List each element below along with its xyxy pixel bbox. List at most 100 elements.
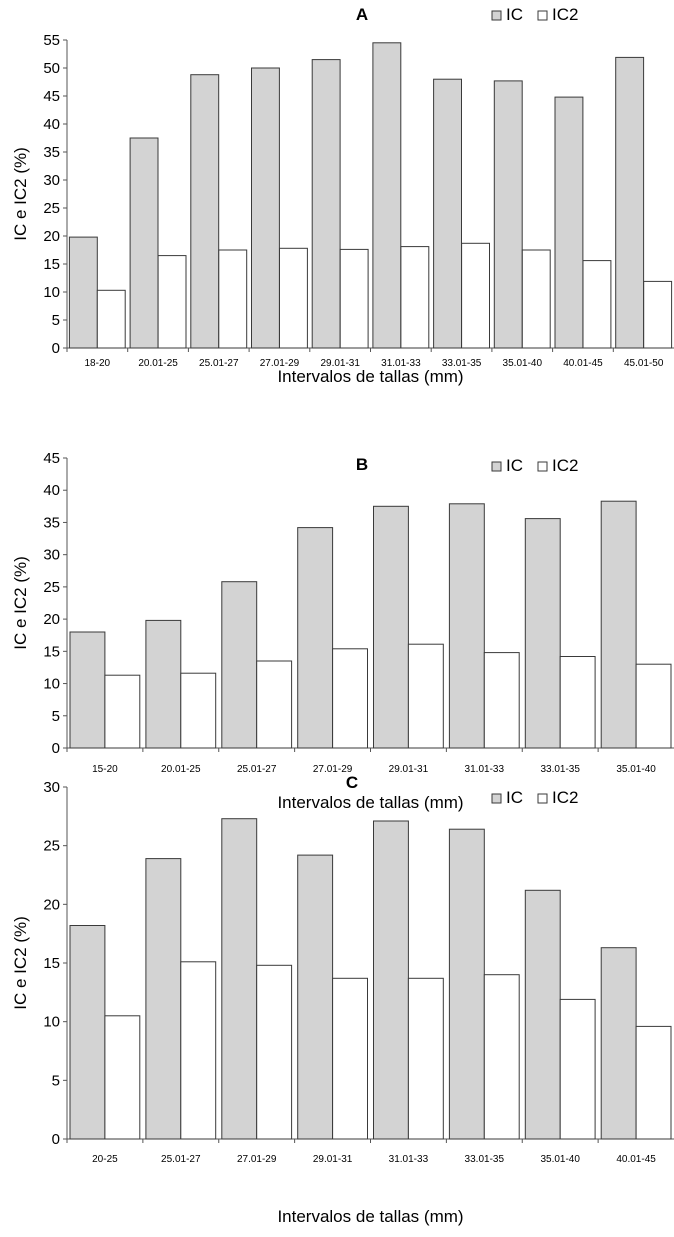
panel-title: A [356, 5, 368, 24]
x-tick-label: 33.01-35 [465, 1154, 505, 1165]
panel-title: C [346, 773, 358, 792]
x-tick-label: 35.01-40 [616, 764, 656, 775]
x-tick-label: 15-20 [92, 764, 118, 775]
x-tick-label: 33.01-35 [442, 358, 482, 369]
y-tick-label: 35 [43, 514, 60, 531]
x-tick-label: 29.01-31 [313, 1154, 353, 1165]
y-tick-label: 15 [43, 256, 60, 273]
x-tick-label: 31.01-33 [465, 764, 505, 775]
x-tick-label: 27.01-29 [237, 1154, 277, 1165]
bar-ic2-20-25 [104, 1015, 141, 1140]
x-tick-label: 18-20 [85, 358, 111, 369]
y-tick-label: 15 [43, 955, 60, 972]
bar-ic-40.01-45 [600, 947, 637, 1140]
legend-label-ic2: IC2 [552, 456, 578, 475]
bar-ic-33.01-35 [448, 828, 485, 1140]
bar-ic-20.01-25 [145, 619, 182, 749]
bar-ic-29.01-31 [373, 505, 409, 749]
bar-ic-35.01-40 [524, 889, 561, 1140]
bar-ic2-15-20 [104, 674, 141, 749]
bar-ic2-25.01-27 [256, 660, 293, 749]
bar-ic-31.01-33 [448, 503, 485, 749]
bar-ic2-27.01-29 [256, 964, 293, 1140]
y-tick-label: 5 [52, 312, 60, 329]
bar-ic2-27.01-29 [332, 648, 369, 749]
bar-ic-25.01-27 [190, 74, 220, 349]
x-tick-label: 29.01-31 [320, 358, 360, 369]
y-axis-title: IC e IC2 (%) [11, 556, 30, 650]
y-tick-label: 15 [43, 643, 60, 660]
legend-swatch-ic [491, 461, 502, 472]
bar-ic2-35.01-40 [559, 998, 596, 1140]
legend-label-ic: IC [506, 788, 523, 807]
x-tick-label: 25.01-27 [161, 1154, 201, 1165]
bar-ic-31.01-33 [372, 42, 402, 349]
y-tick-label: 0 [52, 740, 60, 757]
bar-ic2-18-20 [96, 289, 126, 349]
y-tick-label: 25 [43, 579, 60, 596]
y-tick-label: 55 [43, 32, 60, 49]
y-tick-label: 30 [43, 172, 60, 189]
bar-ic2-33.01-35 [559, 656, 596, 749]
bar-ic-31.01-33 [373, 820, 409, 1140]
y-tick-label: 5 [52, 1072, 60, 1089]
bar-ic-25.01-27 [221, 581, 258, 749]
y-tick-label: 20 [43, 896, 60, 913]
bar-ic2-45.01-50 [643, 280, 673, 349]
panel-title: B [356, 455, 368, 474]
bar-ic2-31.01-33 [483, 652, 520, 749]
y-tick-label: 45 [43, 88, 60, 105]
bar-ic-27.01-29 [251, 67, 280, 349]
legend-swatch-ic2 [537, 793, 548, 804]
bar-ic-29.01-31 [297, 854, 334, 1140]
legend-swatch-ic2 [537, 461, 548, 472]
x-tick-label: 40.01-45 [616, 1154, 656, 1165]
legend-label-ic2: IC2 [552, 5, 578, 24]
y-tick-label: 10 [43, 1014, 60, 1031]
x-tick-label: 40.01-45 [563, 358, 603, 369]
x-tick-label: 35.01-40 [503, 358, 543, 369]
y-tick-label: 30 [43, 779, 60, 796]
bar-ic-35.01-40 [493, 80, 523, 349]
legend-swatch-ic2 [537, 10, 548, 21]
bar-ic2-35.01-40 [521, 249, 551, 349]
bar-ic2-31.01-33 [400, 246, 430, 349]
y-tick-label: 50 [43, 60, 60, 77]
x-tick-label: 25.01-27 [237, 764, 277, 775]
bar-ic-35.01-40 [600, 500, 637, 749]
x-tick-label: 20.01-25 [138, 358, 178, 369]
x-tick-label: 45.01-50 [624, 358, 664, 369]
y-tick-label: 25 [43, 200, 60, 217]
bar-ic2-25.01-27 [218, 249, 248, 349]
y-axis-title: IC e IC2 (%) [11, 147, 30, 241]
chart-panel-c: 0 5 10 15 20 25 30 20-25 25.01-27 27.01-29 29.01-3… [11, 773, 674, 1226]
bar-ic-27.01-29 [221, 818, 258, 1140]
bar-ic2-27.01-29 [279, 247, 308, 349]
bar-ic2-40.01-45 [635, 1025, 672, 1140]
bar-ic-25.01-27 [145, 858, 182, 1140]
bar-ic-29.01-31 [311, 59, 341, 349]
x-tick-label: 25.01-27 [199, 358, 239, 369]
y-tick-label: 40 [43, 482, 60, 499]
y-tick-label: 0 [52, 340, 60, 357]
x-tick-label: 27.01-29 [260, 358, 300, 369]
x-tick-label: 31.01-33 [381, 358, 421, 369]
bar-ic-20-25 [69, 925, 106, 1140]
bar-ic-20.01-25 [129, 137, 159, 349]
bar-ic2-25.01-27 [180, 961, 217, 1140]
y-tick-label: 10 [43, 676, 60, 693]
bar-ic-15-20 [69, 631, 106, 749]
x-tick-label: 31.01-33 [389, 1154, 429, 1165]
bar-ic2-29.01-31 [339, 248, 369, 349]
y-tick-label: 10 [43, 284, 60, 301]
y-tick-label: 20 [43, 611, 60, 628]
bar-ic-45.01-50 [615, 56, 645, 349]
x-tick-label: 35.01-40 [540, 1154, 580, 1165]
bar-ic-18-20 [68, 236, 98, 349]
x-axis-title: Intervalos de tallas (mm) [277, 1207, 463, 1226]
y-tick-label: 45 [43, 450, 60, 467]
bar-ic2-33.01-35 [461, 242, 491, 349]
bar-ic-33.01-35 [433, 78, 463, 349]
